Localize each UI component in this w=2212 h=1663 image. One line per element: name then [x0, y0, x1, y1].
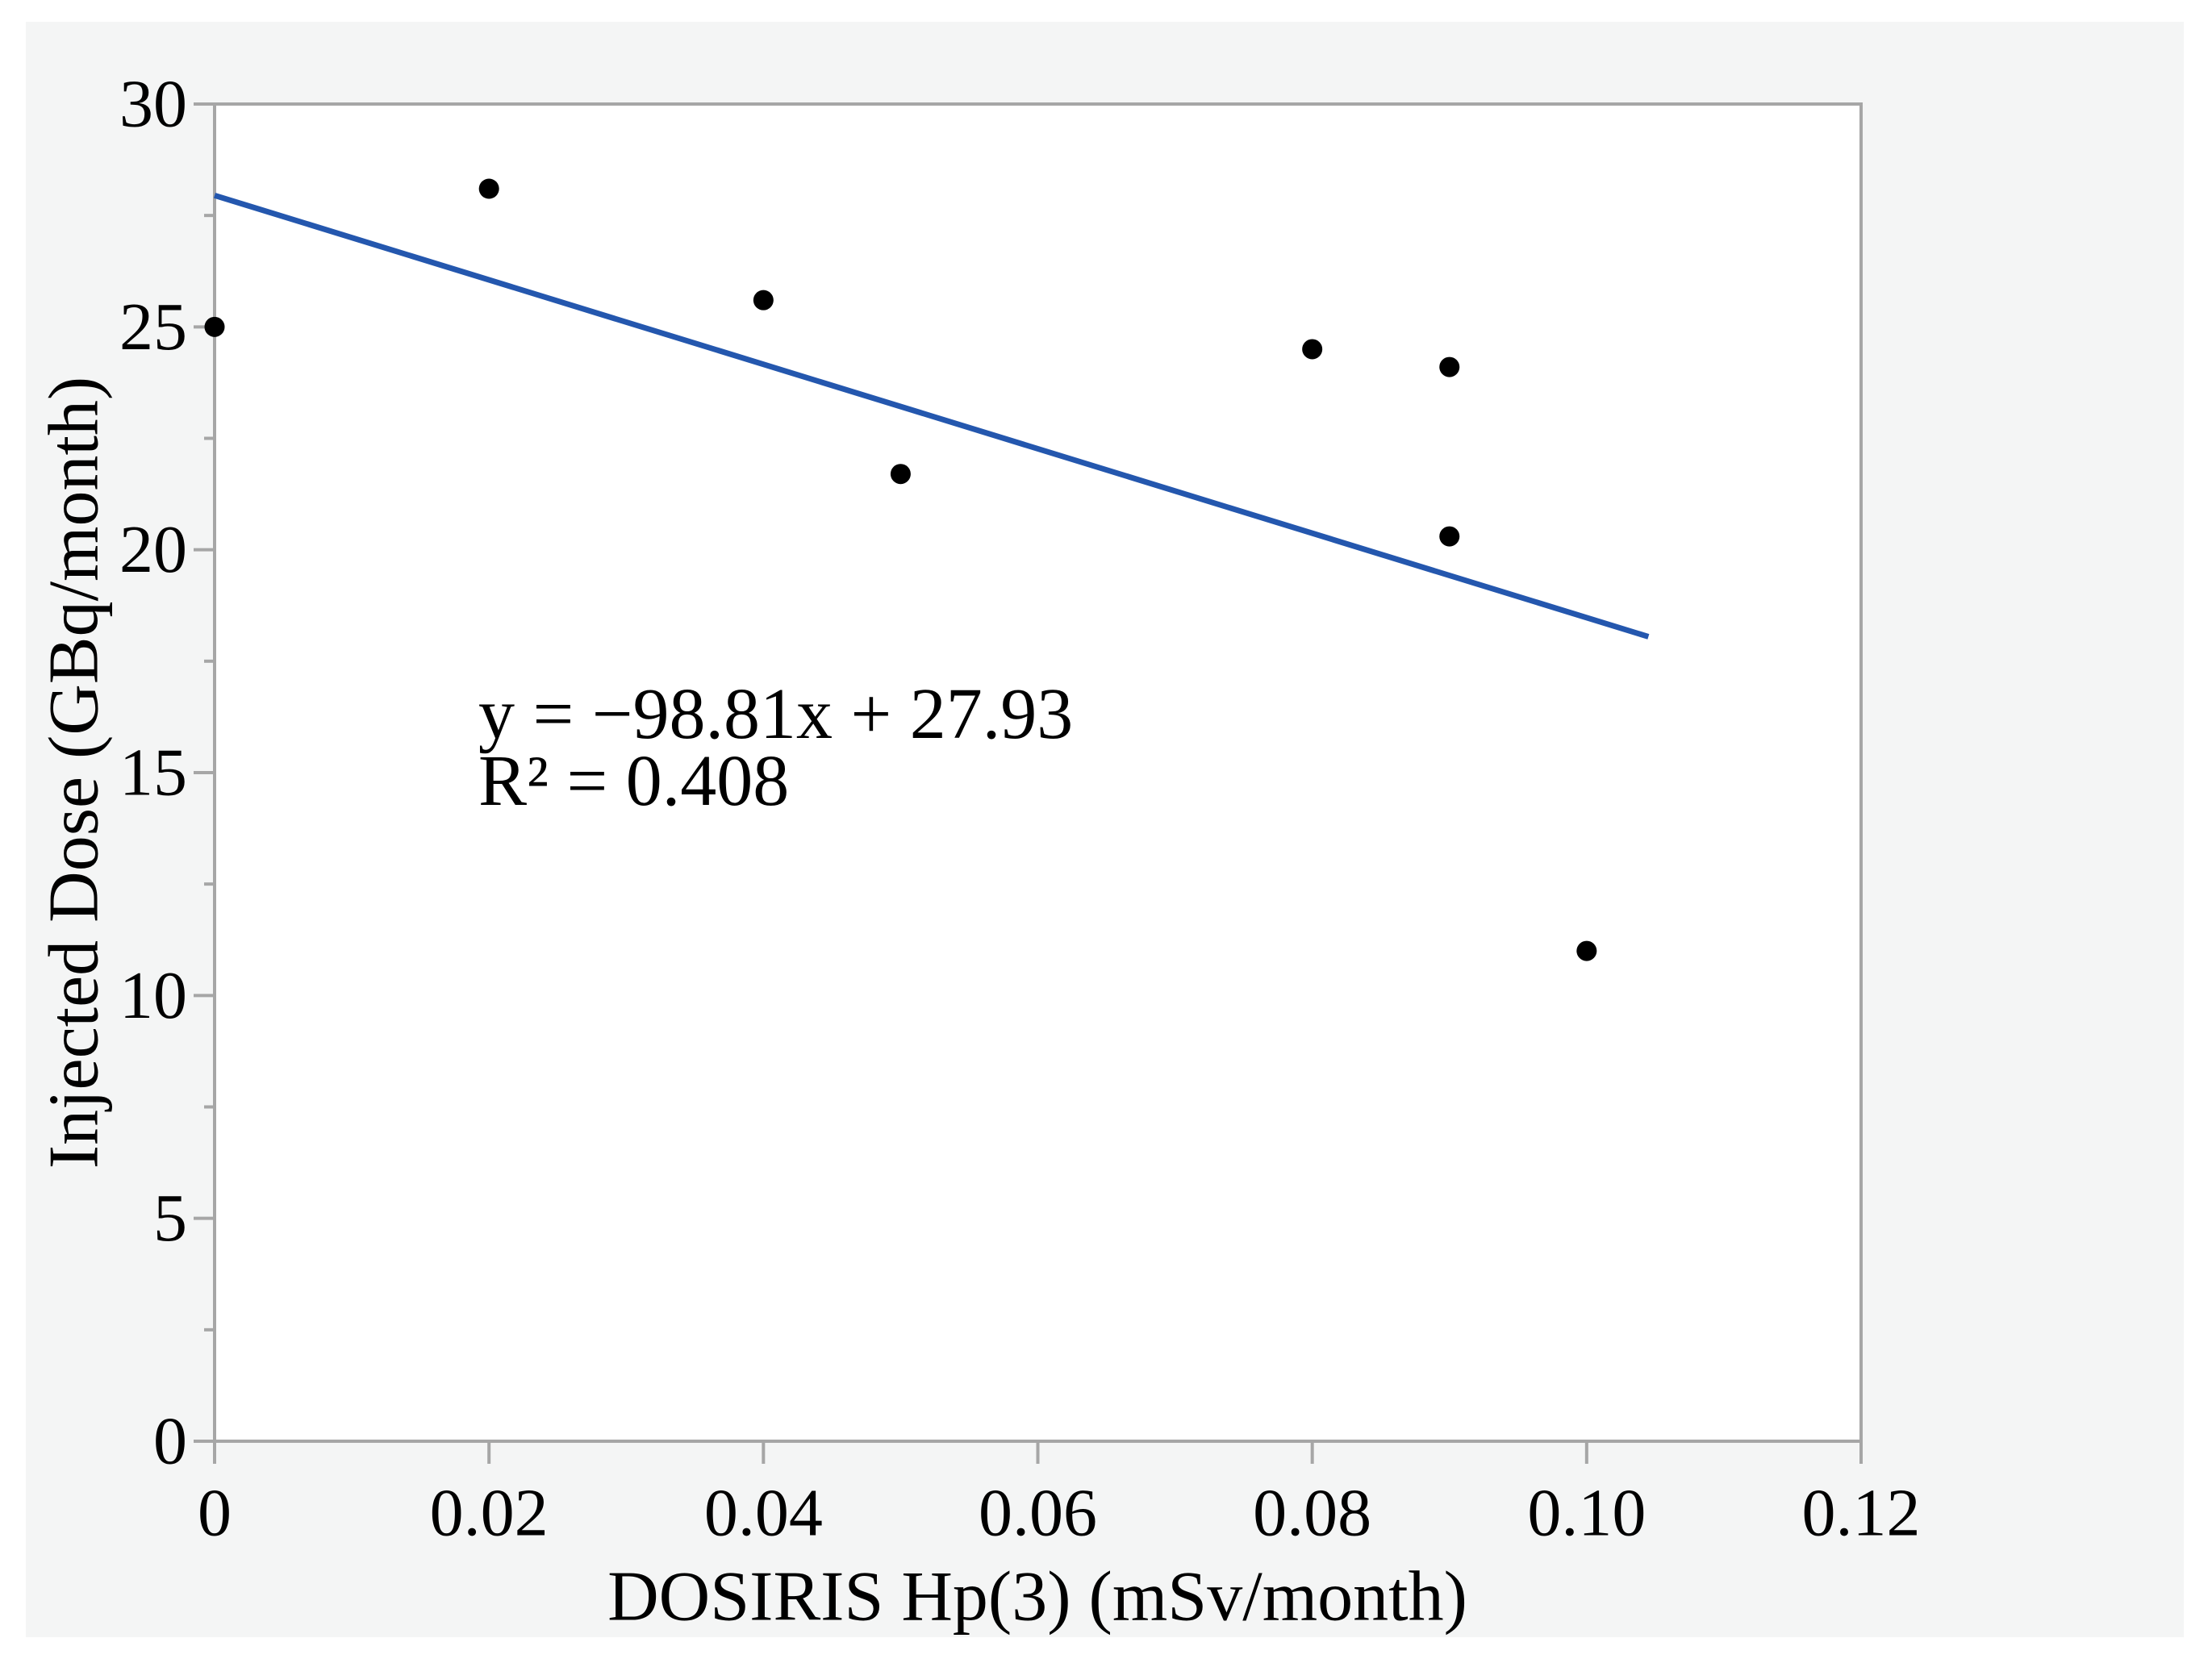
y-tick-label: 15: [119, 736, 187, 811]
y-tick-label: 10: [119, 958, 187, 1033]
y-axis-title: Injected Dose (GBq/month): [35, 377, 114, 1169]
x-axis-title: DOSIRIS Hp(3) (mSv/month): [607, 1558, 1467, 1636]
x-tick-label: 0.06: [979, 1476, 1097, 1551]
x-tick-label: 0.08: [1253, 1476, 1371, 1551]
trendline-r-squared-text: R² = 0.408: [478, 741, 789, 821]
data-point: [478, 178, 499, 199]
y-tick-label: 30: [119, 67, 187, 142]
x-tick-label: 0: [198, 1476, 232, 1551]
x-tick-label: 0.04: [704, 1476, 823, 1551]
data-point: [890, 464, 911, 485]
data-point: [1439, 356, 1460, 377]
x-tick-label: 0.10: [1527, 1476, 1646, 1551]
data-point-layer: [204, 178, 1597, 961]
plot-area: [213, 102, 1863, 1443]
trendline-layer: [213, 192, 1650, 640]
trendline: [213, 192, 1650, 640]
data-point: [1576, 940, 1597, 961]
y-axis-ticks: 0 5 10 15 20 25 30: [119, 67, 215, 1479]
y-tick-label: 20: [119, 512, 187, 587]
y-tick-label: 5: [153, 1181, 187, 1256]
y-tick-label: 0: [153, 1404, 187, 1479]
data-point: [204, 316, 225, 337]
x-axis-ticks: 0 0.02 0.04 0.06 0.08 0.10 0.12: [198, 1441, 1921, 1551]
data-point: [1302, 339, 1323, 360]
data-point: [753, 290, 774, 311]
trendline-equation-text: y = −98.81x + 27.93: [478, 674, 1073, 754]
y-tick-label: 25: [119, 290, 187, 365]
x-tick-label: 0.02: [430, 1476, 549, 1551]
x-tick-label: 0.12: [1802, 1476, 1921, 1551]
data-point: [1439, 526, 1460, 547]
